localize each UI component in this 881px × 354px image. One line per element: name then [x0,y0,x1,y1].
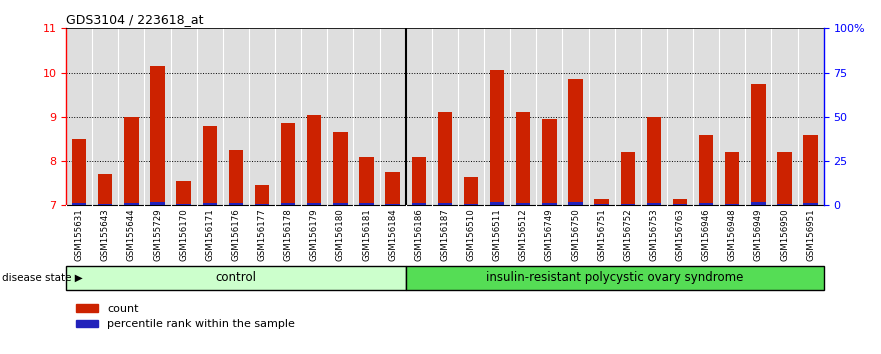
Text: GSM156177: GSM156177 [257,208,267,261]
Bar [673,199,687,205]
Bar [176,204,191,205]
Text: GSM156751: GSM156751 [597,208,606,261]
Text: GSM156511: GSM156511 [492,208,501,261]
Bar [124,117,138,205]
Bar [463,177,478,205]
Text: GSM156763: GSM156763 [676,208,685,261]
Bar [595,199,609,205]
Bar [568,202,582,205]
Bar [699,203,714,205]
Text: GSM155729: GSM155729 [153,208,162,261]
Bar [333,203,348,205]
Bar [751,202,766,205]
Bar [803,135,818,205]
Bar [411,203,426,205]
Text: GSM155644: GSM155644 [127,208,136,261]
Bar [620,152,635,205]
Text: GSM156951: GSM156951 [806,208,815,261]
Bar [255,204,270,205]
Bar [516,202,530,205]
Bar [151,202,165,205]
Text: GSM156180: GSM156180 [336,208,344,261]
Bar [490,70,504,205]
Bar [490,202,504,205]
Bar [333,132,348,205]
Text: GSM156170: GSM156170 [179,208,189,261]
Text: GSM156752: GSM156752 [623,208,633,261]
Bar [725,152,739,205]
Bar [406,266,824,290]
Bar [229,203,243,205]
Text: GSM156181: GSM156181 [362,208,371,261]
Bar [203,126,217,205]
Text: GSM156753: GSM156753 [649,208,658,261]
Text: GSM156179: GSM156179 [310,208,319,261]
Text: GSM156186: GSM156186 [414,208,423,261]
Bar [647,202,661,205]
Bar [751,84,766,205]
Text: GSM155643: GSM155643 [100,208,110,261]
Bar [725,204,739,205]
Bar [463,204,478,205]
Text: GSM156750: GSM156750 [571,208,580,261]
Bar [281,124,295,205]
Bar [568,79,582,205]
Bar [66,266,406,290]
Bar [411,157,426,205]
Bar [620,204,635,205]
Text: GSM156178: GSM156178 [284,208,292,261]
Bar [803,203,818,205]
Bar [203,203,217,205]
Bar [516,113,530,205]
Bar [307,202,322,205]
Bar [386,204,400,205]
Text: GSM156749: GSM156749 [545,208,554,261]
Text: GSM156950: GSM156950 [780,208,789,261]
Bar [438,202,452,205]
Bar [699,135,714,205]
Text: GSM156512: GSM156512 [519,208,528,261]
Text: GSM156171: GSM156171 [205,208,214,261]
Bar [98,204,113,205]
Bar [281,203,295,205]
Bar [542,203,557,205]
Bar [255,185,270,205]
Bar [542,119,557,205]
Text: GSM156946: GSM156946 [701,208,711,261]
Text: GSM156184: GSM156184 [389,208,397,261]
Bar [647,117,661,205]
Bar [777,204,792,205]
Bar [151,66,165,205]
Bar [229,150,243,205]
Text: GSM156187: GSM156187 [440,208,449,261]
Text: disease state ▶: disease state ▶ [2,273,83,283]
Bar [359,203,374,205]
Legend: count, percentile rank within the sample: count, percentile rank within the sample [71,299,300,334]
Text: control: control [215,272,256,284]
Text: insulin-resistant polycystic ovary syndrome: insulin-resistant polycystic ovary syndr… [486,272,744,284]
Bar [386,172,400,205]
Text: GSM156949: GSM156949 [754,208,763,261]
Text: GDS3104 / 223618_at: GDS3104 / 223618_at [66,13,204,26]
Bar [72,203,86,205]
Bar [176,181,191,205]
Bar [359,157,374,205]
Bar [438,113,452,205]
Bar [777,152,792,205]
Bar [307,115,322,205]
Bar [72,139,86,205]
Bar [124,202,138,205]
Text: GSM156176: GSM156176 [232,208,241,261]
Text: GSM155631: GSM155631 [75,208,84,261]
Text: GSM156510: GSM156510 [467,208,476,261]
Text: GSM156948: GSM156948 [728,208,737,261]
Bar [98,175,113,205]
